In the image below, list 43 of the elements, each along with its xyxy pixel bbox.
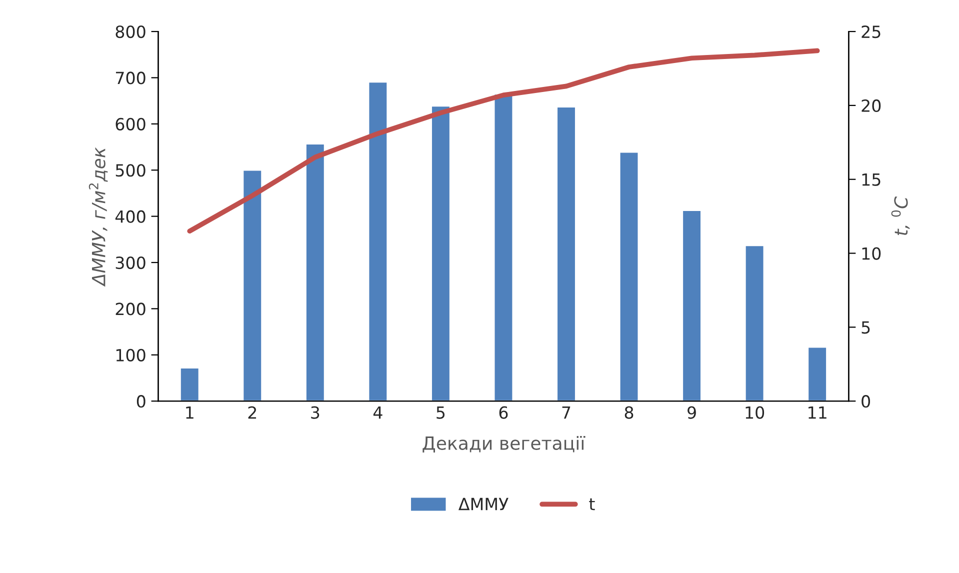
y-tick-label: 300 [116, 256, 146, 270]
y-tick-label: 800 [116, 25, 146, 38]
bar [744, 244, 765, 402]
x-tick-label: 1 [186, 406, 194, 419]
bar [807, 346, 828, 402]
y-tick-label: 100 [116, 348, 146, 362]
y-axis-title: ΔММУ, г/м$^{2}$дек [88, 147, 108, 287]
legend-label: ΔММУ [458, 498, 508, 510]
y2-tick-label: 15 [862, 174, 880, 186]
y2-axis-title: t, $^{0}$C [891, 196, 910, 236]
y2-tick-label: 0 [862, 395, 870, 408]
y2-tick-label: 25 [862, 25, 880, 38]
y2-tick-label: 10 [862, 247, 881, 260]
y-tick-label: 700 [116, 72, 146, 84]
x-tick-label: 11 [808, 406, 826, 419]
x-axis-title: Декади вегетації [422, 436, 586, 453]
x-tick-label: 5 [436, 406, 445, 419]
bar [368, 81, 388, 402]
y2-tick-label: 5 [862, 321, 870, 334]
y-tick-label: 400 [115, 210, 146, 223]
x-tick-label: 8 [624, 406, 634, 419]
x-tick-label: 6 [499, 406, 508, 419]
x-tick-label: 7 [562, 406, 570, 419]
x-tick-label: 9 [688, 406, 696, 419]
y-tick-label: 500 [116, 164, 146, 177]
legend-label: t [589, 498, 595, 510]
bar [556, 106, 576, 402]
y2-tick-label: 20 [862, 99, 881, 112]
y-tick-label: 0 [136, 395, 146, 408]
y-tick-label: 200 [116, 302, 146, 316]
x-tick-label: 4 [373, 406, 382, 419]
bar [305, 143, 326, 402]
bar [180, 367, 200, 402]
x-tick-label: 3 [311, 406, 320, 419]
line-series [187, 48, 820, 234]
y-tick-label: 600 [116, 118, 146, 130]
x-tick-label: 10 [746, 406, 764, 419]
x-tick-label: 2 [248, 406, 256, 419]
bar [493, 93, 514, 402]
bar [618, 151, 640, 402]
bar [430, 105, 451, 402]
bar [242, 169, 262, 402]
bar [682, 210, 702, 402]
